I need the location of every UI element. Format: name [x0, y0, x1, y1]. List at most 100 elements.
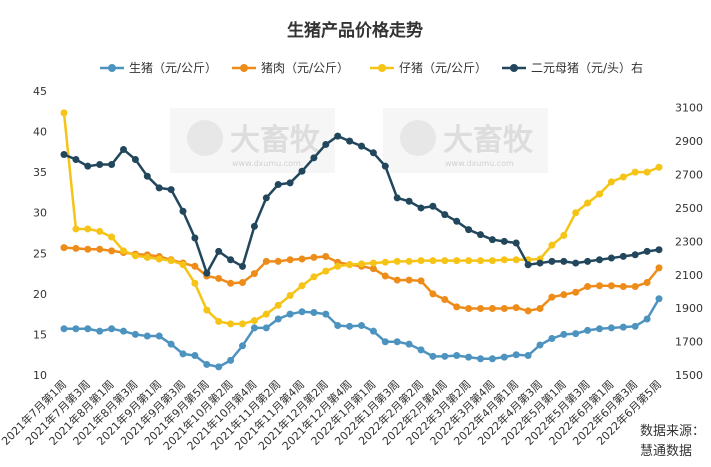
watermark-text: 大畜牧 [443, 123, 534, 158]
data-point [643, 247, 651, 255]
data-point [96, 327, 104, 335]
legend-marker [510, 64, 518, 72]
data-point [203, 306, 211, 314]
data-point [536, 341, 544, 349]
data-point [334, 322, 342, 330]
data-point [619, 323, 627, 331]
data-point [334, 132, 342, 140]
legend-label: 仔猪（元/公斤） [399, 61, 487, 75]
watermark-url: www.dxumu.com [445, 159, 514, 168]
data-point [322, 253, 330, 261]
data-point [643, 278, 651, 286]
data-point [179, 207, 187, 215]
data-point [500, 256, 508, 264]
data-point [477, 355, 484, 363]
data-point [369, 327, 377, 335]
data-point [239, 342, 246, 350]
data-point [203, 360, 211, 368]
y-tick-label: 10 [33, 369, 47, 382]
data-point [227, 279, 235, 287]
data-point [572, 288, 580, 296]
data-point [215, 274, 223, 282]
data-point [512, 304, 520, 312]
data-point [524, 352, 532, 360]
data-point [548, 257, 556, 265]
data-point [358, 142, 365, 150]
data-point [286, 310, 294, 318]
data-point [191, 279, 199, 287]
data-point [60, 109, 68, 117]
data-point [167, 257, 175, 265]
watermark: 大畜牧 www.dxumu.com 大畜牧 www.dxumu.com [170, 108, 548, 173]
data-point [369, 149, 377, 157]
data-point [560, 231, 568, 239]
chart-title: 生猪产品价格走势 [287, 20, 423, 41]
data-point [655, 295, 663, 303]
data-point [191, 234, 199, 242]
y2-tick-label: 1500 [675, 369, 703, 382]
data-point [643, 315, 651, 323]
watermark-url: www.dxumu.com [232, 159, 301, 168]
legend-label: 生猪（元/公斤） [129, 61, 217, 75]
data-point [369, 265, 377, 273]
data-point [250, 324, 258, 332]
data-point [560, 257, 568, 265]
data-point [191, 352, 199, 360]
data-point [619, 252, 627, 260]
data-point [298, 282, 306, 290]
data-point [655, 163, 663, 171]
data-point [500, 353, 508, 361]
y2-tick-label: 2300 [675, 235, 703, 248]
data-point [619, 283, 627, 291]
data-point [179, 261, 187, 269]
data-point [607, 282, 615, 290]
watermark-text: 大畜牧 [230, 123, 321, 158]
data-point [262, 194, 270, 202]
data-point [274, 301, 282, 309]
data-point [286, 256, 294, 264]
data-point [477, 231, 484, 239]
data-point [131, 155, 139, 163]
data-point [512, 256, 520, 264]
data-point [631, 322, 639, 330]
data-point [239, 278, 246, 286]
data-point [274, 257, 282, 265]
legend-marker [108, 64, 116, 72]
data-point [631, 283, 639, 291]
data-point [274, 315, 282, 323]
data-point [405, 276, 413, 284]
data-point [453, 303, 461, 311]
data-point [239, 320, 246, 328]
series-line [63, 134, 660, 277]
data-point [548, 334, 556, 342]
data-point [488, 304, 496, 312]
data-point [381, 338, 389, 346]
data-point [584, 199, 592, 207]
y-tick-label: 35 [33, 166, 47, 179]
data-point [655, 264, 663, 272]
source-label: 数据来源： [640, 424, 705, 439]
data-point [488, 236, 496, 244]
data-point [60, 244, 68, 252]
data-point [215, 317, 223, 325]
data-point [584, 326, 592, 334]
data-point [405, 257, 413, 265]
data-point [322, 140, 330, 148]
data-point [560, 291, 568, 299]
data-point [334, 262, 342, 270]
watermark-icon [187, 120, 223, 156]
data-point [346, 261, 354, 269]
y-tick-label: 40 [33, 126, 47, 139]
series-line [64, 298, 661, 369]
data-point [96, 245, 104, 253]
data-point [239, 262, 246, 270]
data-point [286, 179, 294, 187]
data-point [381, 272, 389, 280]
data-point [203, 269, 211, 277]
data-point [405, 197, 413, 205]
data-point [465, 226, 473, 234]
data-point [155, 184, 163, 192]
data-point [310, 309, 318, 317]
data-point [96, 161, 104, 169]
